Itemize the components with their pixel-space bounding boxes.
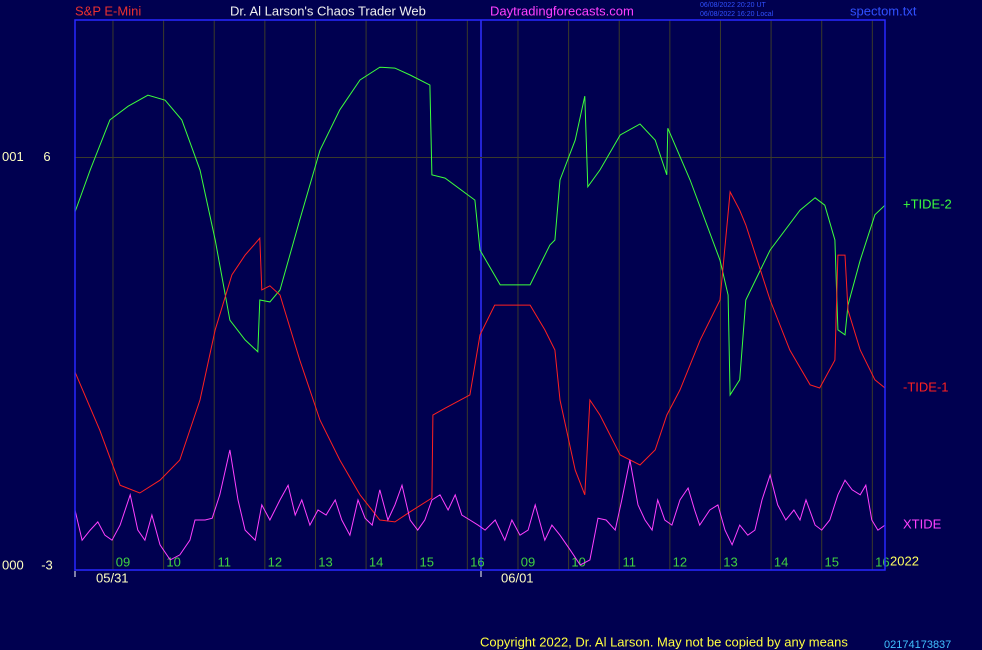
x-tick-label: 14	[369, 554, 383, 569]
series-label: XTIDE	[903, 517, 942, 532]
file-name: spectom.txt	[850, 3, 917, 18]
x-tick-label: 11	[622, 554, 636, 569]
copyright: Copyright 2022, Dr. Al Larson. May not b…	[480, 634, 848, 649]
y-tick-prefix: 000	[2, 557, 24, 572]
series-line	[74, 449, 886, 566]
series-label: -TIDE-1	[903, 379, 949, 394]
series-line	[74, 190, 886, 523]
x-tick-label: 16	[470, 554, 484, 569]
x-tick-label: 12	[673, 554, 687, 569]
site-url: Daytradingforecasts.com	[490, 3, 634, 18]
y-tick-label: 6	[43, 149, 50, 164]
series-line	[74, 66, 886, 397]
year-label: 2022	[890, 553, 919, 568]
instrument: S&P E-Mini	[75, 3, 141, 18]
x-tick-label: 15	[419, 554, 433, 569]
x-tick-label: 13	[723, 554, 737, 569]
x-tick-label: 16	[875, 554, 889, 569]
timestamp: 06/08/2022 16:20 Local	[700, 11, 774, 18]
plot-area: 09 10 11 12 13 14 15 16 09 10 11 12 13 14 15 16-3000600…	[2, 20, 890, 572]
y-tick-prefix: 001	[2, 149, 24, 164]
x-tick-label: 11	[217, 554, 231, 569]
plot-frame	[74, 19, 886, 571]
timestamp: 06/08/2022 20:20 UT	[700, 2, 766, 9]
x-tick-label: 12	[268, 554, 282, 569]
x-tick-label: 14	[774, 554, 788, 569]
footer-code: 02174173837	[884, 639, 951, 650]
day-label: 05/31	[96, 570, 129, 585]
x-tick-label: 15	[824, 554, 838, 569]
x-tick-label: 09	[521, 554, 535, 569]
x-tick-label: 10	[166, 554, 180, 569]
site-title: Dr. Al Larson's Chaos Trader Web	[230, 3, 426, 18]
y-tick-label: -3	[41, 557, 53, 572]
x-tick-label: 13	[318, 554, 332, 569]
day-label: 06/01	[501, 570, 534, 585]
x-tick-label: 09	[116, 554, 130, 569]
series-label: +TIDE-2	[903, 197, 952, 212]
